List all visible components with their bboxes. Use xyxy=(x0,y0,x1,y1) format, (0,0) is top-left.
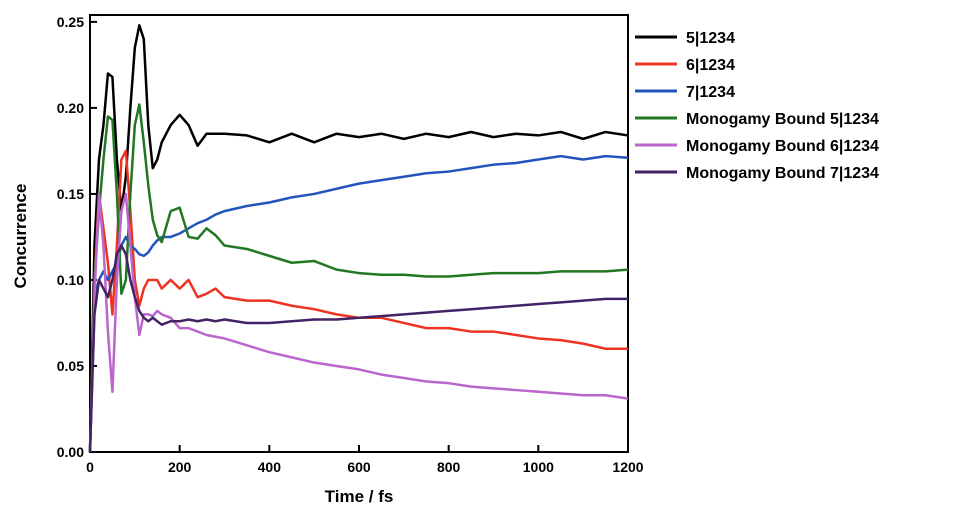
y-tick-label: 0.25 xyxy=(57,14,84,30)
legend-label: Monogamy Bound 6|1234 xyxy=(686,138,879,155)
x-tick-label: 0 xyxy=(86,459,94,475)
legend-label: Monogamy Bound 7|1234 xyxy=(686,165,879,182)
x-tick-label: 200 xyxy=(168,459,192,475)
series-line xyxy=(88,24,629,453)
legend-label: 7|1234 xyxy=(686,84,735,101)
series-line xyxy=(88,192,629,453)
legend-label: 5|1234 xyxy=(686,30,735,47)
y-tick-label: 0.10 xyxy=(57,272,84,288)
y-axis-title: Concurrence xyxy=(11,184,30,289)
legend-label: 6|1234 xyxy=(686,57,735,74)
x-tick-label: 800 xyxy=(437,459,461,475)
series-line xyxy=(88,244,628,453)
y-tick-label: 0.20 xyxy=(57,100,84,116)
x-tick-label: 1200 xyxy=(612,459,643,475)
x-axis-title: Time / fs xyxy=(325,487,394,506)
series-line xyxy=(88,103,629,453)
series-line xyxy=(88,149,628,453)
y-tick-label: 0.00 xyxy=(57,444,84,460)
y-tick-label: 0.05 xyxy=(57,358,84,374)
x-tick-label: 1000 xyxy=(523,459,554,475)
plot-frame xyxy=(89,14,629,453)
y-tick-label: 0.15 xyxy=(57,186,84,202)
x-tick-label: 600 xyxy=(347,459,371,475)
x-tick-label: 400 xyxy=(258,459,282,475)
legend-label: Monogamy Bound 5|1234 xyxy=(686,111,879,128)
